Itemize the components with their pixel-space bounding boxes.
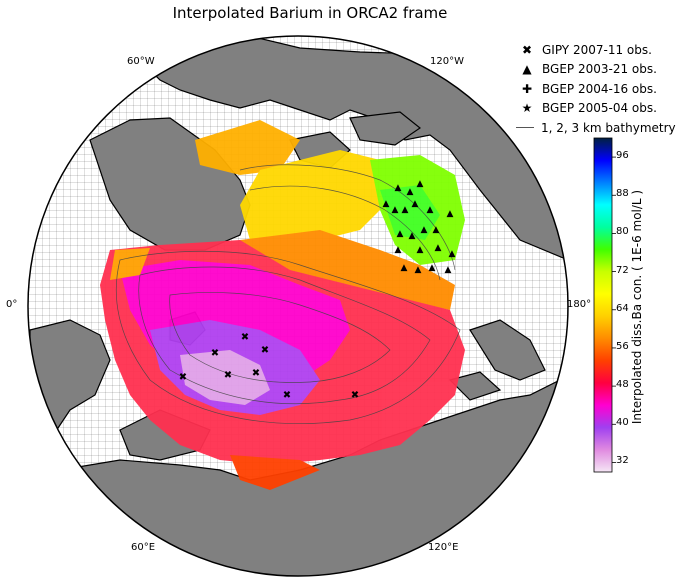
lon-label-60e: 60°E [131, 542, 156, 553]
colorbar [593, 137, 616, 473]
legend-label-bgep-2003: BGEP 2003-21 obs. [542, 62, 657, 77]
legend-item-bathymetry: 1, 2, 3 km bathymetry [512, 118, 690, 138]
x-marker-icon: ✖ [521, 42, 533, 57]
colorbar-tick-label: 72 [616, 264, 629, 276]
bgep-marker: ▲ [449, 249, 456, 259]
lon-label-120w: 120°W [430, 56, 464, 67]
gipy-observations: ✖ ✖ ✖ ✖ ✖ ✖ ✖ ✖ [179, 332, 359, 401]
colorbar-gradient [593, 137, 613, 473]
colorbar-tick-label: 56 [616, 340, 629, 352]
colorbar-tick-label: 32 [616, 455, 629, 467]
bgep-marker: ▲ [409, 231, 416, 241]
bgep-marker: ▲ [417, 179, 424, 189]
map-boundary [27, 35, 569, 577]
bathymetry-line-icon [516, 127, 534, 129]
legend-item-bgep-2003: ▲ BGEP 2003-21 obs. [512, 60, 690, 80]
colorbar-label: Interpolated diss.Ba con. ( 1E-6 mol/L ) [630, 189, 644, 425]
legend-item-bgep-2004: ✚ BGEP 2004-16 obs. [512, 79, 690, 99]
bgep-marker: ▲ [395, 245, 402, 255]
gipy-marker: ✖ [261, 345, 269, 356]
colorbar-tick-label: 80 [616, 226, 629, 238]
colorbar-tick-label: 64 [616, 302, 629, 314]
bgep-marker: ▲ [401, 263, 408, 273]
bgep-marker: ▲ [421, 225, 428, 235]
bgep-marker: ▲ [383, 199, 390, 209]
lon-label-120e: 120°E [428, 542, 459, 553]
legend-item-gipy: ✖ GIPY 2007-11 obs. [512, 40, 690, 60]
plus-marker-icon: ✚ [521, 81, 533, 96]
bgep-2003-observations: ▲ ▲▲▲▲ ▲▲▲ ▲▲ ▲▲ ▲▲ ▲ ▲▲▲ ▲ ▲▲ [383, 179, 456, 275]
bgep-marker: ▲ [433, 225, 440, 235]
gipy-marker: ✖ [351, 390, 359, 401]
legend-label-bathymetry: 1, 2, 3 km bathymetry [541, 120, 676, 135]
legend-item-bgep-2005: ★ BGEP 2005-04 obs. [512, 99, 690, 119]
gipy-marker: ✖ [283, 390, 291, 401]
gipy-marker: ✖ [224, 370, 232, 381]
map-title: Interpolated Barium in ORCA2 frame [172, 4, 448, 22]
gipy-marker: ✖ [241, 332, 249, 343]
lon-label-60w: 60°W [127, 56, 155, 67]
bgep-marker: ▲ [395, 183, 402, 193]
triangle-marker-icon: ▲ [522, 62, 532, 77]
gipy-marker: ✖ [252, 368, 260, 379]
bgep-marker: ▲ [417, 245, 424, 255]
bgep-marker: ▲ [429, 263, 436, 273]
lon-label-0: 0° [6, 299, 18, 310]
bathymetry-contours [115, 164, 461, 424]
gipy-marker: ✖ [179, 372, 187, 383]
legend-label-bgep-2004: BGEP 2004-16 obs. [542, 81, 657, 96]
bgep-marker: ▲ [447, 209, 454, 219]
colorbar-tick-label: 48 [616, 379, 629, 391]
legend-label-bgep-2005: BGEP 2005-04 obs. [542, 101, 657, 116]
bgep-marker: ▲ [415, 265, 422, 275]
star-marker-icon: ★ [521, 101, 533, 116]
bgep-marker: ▲ [397, 229, 404, 239]
gipy-marker: ✖ [211, 348, 219, 359]
bgep-marker: ▲ [445, 265, 452, 275]
bgep-marker: ▲ [402, 205, 409, 215]
legend-label-gipy: GIPY 2007-11 obs. [542, 42, 652, 57]
barium-field [100, 120, 465, 490]
bgep-marker: ▲ [392, 205, 399, 215]
bgep-marker: ▲ [407, 187, 414, 197]
bgep-marker: ▲ [412, 199, 419, 209]
legend: ✖ GIPY 2007-11 obs. ▲ BGEP 2003-21 obs. … [512, 40, 690, 138]
colorbar-tick-label: 96 [616, 150, 629, 162]
bgep-marker: ▲ [435, 243, 442, 253]
lon-label-180: 180° [567, 299, 592, 310]
bgep-marker: ▲ [427, 205, 434, 215]
colorbar-tick-label: 40 [616, 417, 629, 429]
colorbar-tick-label: 88 [616, 188, 629, 200]
